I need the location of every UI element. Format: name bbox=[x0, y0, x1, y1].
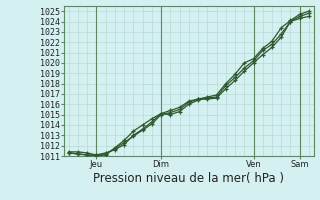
X-axis label: Pression niveau de la mer( hPa ): Pression niveau de la mer( hPa ) bbox=[93, 172, 284, 185]
